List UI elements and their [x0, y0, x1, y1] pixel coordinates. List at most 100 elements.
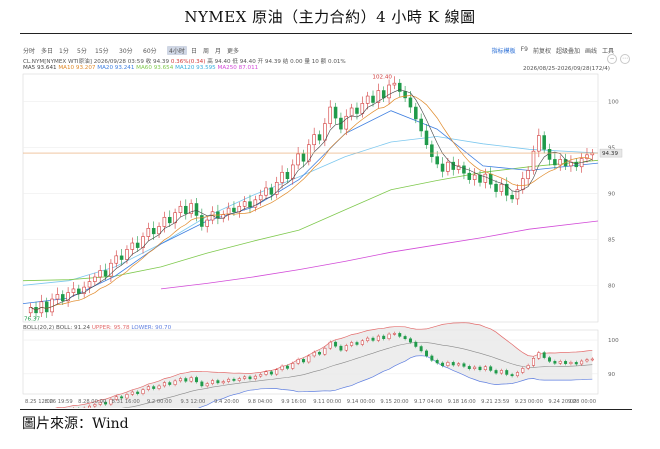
boll-candle-body-67: [387, 333, 391, 340]
candle-body-54: [317, 134, 322, 141]
boll-candle-body-98: [553, 361, 557, 364]
candle-body-91: [515, 189, 520, 200]
period-tab-1[interactable]: 多日: [41, 48, 54, 55]
boll-candle-body-16: [114, 396, 118, 400]
candle-body-21: [141, 236, 145, 248]
candle-body-19: [130, 242, 135, 250]
period-tab-3[interactable]: 5分: [77, 48, 87, 55]
candle-body-9: [77, 288, 81, 294]
candle-body-31: [194, 203, 199, 216]
x-tick-label-6: 9.4 20:00: [214, 399, 239, 405]
candle-body-10: [82, 286, 86, 294]
candle-body-74: [424, 130, 429, 146]
x-tick-label-17: 9.28 00:00: [568, 399, 596, 405]
period-tab-8[interactable]: 日: [191, 48, 198, 55]
boll-candle-body-30: [189, 377, 193, 382]
boll-candle-body-76: [435, 360, 439, 364]
ma120-value: MA120 93.595: [175, 65, 216, 71]
boll-candle-body-24: [157, 385, 161, 389]
candle-body-67: [387, 84, 391, 99]
candle-body-41: [248, 201, 252, 208]
toolbar-right-item-4[interactable]: 画线: [584, 48, 597, 55]
boll-candle-body-97: [548, 357, 552, 362]
candle-body-97: [547, 149, 552, 160]
boll-band-fill: [56, 322, 593, 408]
x-tick-label-8: 9.9 16:00: [281, 399, 306, 405]
period-tab-7[interactable]: 4小时: [167, 46, 187, 55]
toolbar-right-item-2[interactable]: 前复权: [532, 48, 551, 55]
toolbar-right-item-0[interactable]: 指标模板: [491, 48, 516, 55]
candle-body-28: [178, 205, 183, 213]
boll-candle-body-93: [526, 365, 530, 369]
toolbar-right-item-3[interactable]: 超级叠加: [555, 48, 580, 55]
ma5-line: [30, 89, 593, 311]
candle-body-83: [472, 174, 477, 180]
boll-upper-line: [55, 322, 593, 408]
toolbar-right-item-5[interactable]: 工具: [601, 48, 614, 55]
boll-candle-body-51: [302, 359, 305, 363]
candle-body-42: [253, 199, 258, 208]
info-close: 收 94.39: [145, 59, 170, 65]
toolbar-right-item-1[interactable]: F9: [520, 46, 528, 53]
bottom-rule: [20, 409, 632, 410]
boll-candle-body-56: [328, 341, 332, 349]
period-tab-10[interactable]: 月: [215, 48, 222, 55]
period-tab-0[interactable]: 分时: [23, 48, 36, 55]
price-tick-label-4: 100: [608, 100, 619, 106]
boll-candle-body-68: [392, 333, 396, 335]
boll-candle-body-29: [184, 378, 188, 382]
boll-candle-body-22: [146, 386, 150, 390]
period-tab-4[interactable]: 15分: [95, 48, 109, 55]
price-tick-label-2: 90: [608, 191, 616, 197]
boll-candle-body-18: [125, 394, 129, 399]
boll-candle-body-47: [280, 365, 284, 370]
boll-candle-body-35: [216, 380, 220, 384]
boll-candle-body-52: [307, 355, 311, 363]
boll-candle-body-63: [366, 337, 370, 342]
candle-body-73: [419, 118, 423, 132]
boll-candle-body-32: [200, 381, 204, 387]
boll-candle-body-84: [478, 366, 482, 370]
boll-candle-body-36: [221, 381, 225, 384]
boll-candle-body-15: [109, 399, 113, 405]
period-tab-2[interactable]: 1分: [59, 48, 69, 55]
candle-body-12: [93, 276, 97, 282]
boll-candle-body-87: [494, 370, 498, 374]
info-high: 高 94.40: [207, 59, 231, 65]
candle-body-14: [103, 270, 108, 277]
ma20-line: [22, 110, 599, 304]
zoom-out-icon[interactable]: −: [607, 54, 617, 64]
chart-title: NYMEX 原油（主力合約）4 小時 K 線圖: [184, 8, 476, 26]
boll-candle-body-45: [269, 371, 273, 375]
boll-candle-body-82: [467, 366, 471, 369]
boll-candle-body-20: [136, 391, 140, 394]
boll-candle-body-26: [168, 382, 172, 385]
period-tab-6[interactable]: 60分: [143, 48, 157, 55]
info-settle: 结 0.00: [282, 59, 303, 65]
boll-candle-body-72: [414, 341, 418, 347]
period-toolbar: 分时 多日 1分 5分 15分 30分 60分 4小时日周月更多: [20, 44, 632, 56]
candle-body-23: [151, 228, 156, 235]
candle-body-85: [483, 173, 488, 183]
candle-body-104: [585, 154, 589, 159]
boll-candle-body-60: [350, 342, 354, 346]
candle-body-24: [157, 226, 161, 235]
info-line: CL.NYM[NYMEX WTI原油] 2026/09/28 03:59 收 9…: [23, 57, 346, 65]
high-annotation: 102.40: [372, 75, 392, 81]
info-change: 0.36%(0.34): [170, 59, 206, 65]
boll-candle-body-69: [398, 333, 402, 337]
period-tab-11[interactable]: 更多: [227, 48, 240, 55]
boll-candle-body-88: [499, 370, 503, 374]
period-tab-9[interactable]: 周: [203, 48, 210, 55]
period-tab-5[interactable]: 30分: [119, 48, 133, 55]
low-annotation: 76.37: [24, 317, 40, 323]
settings-icon[interactable]: ⋯: [620, 54, 630, 64]
candle-body-56: [328, 106, 332, 124]
boll-candle-body-40: [243, 376, 247, 379]
candle-body-0: [28, 307, 33, 314]
boll-candle-body-79: [451, 362, 455, 366]
candle-body-94: [531, 150, 536, 171]
boll-candle-body-58: [339, 345, 343, 351]
candle-body-50: [296, 153, 300, 166]
boll-plot-frame: [22, 329, 599, 395]
